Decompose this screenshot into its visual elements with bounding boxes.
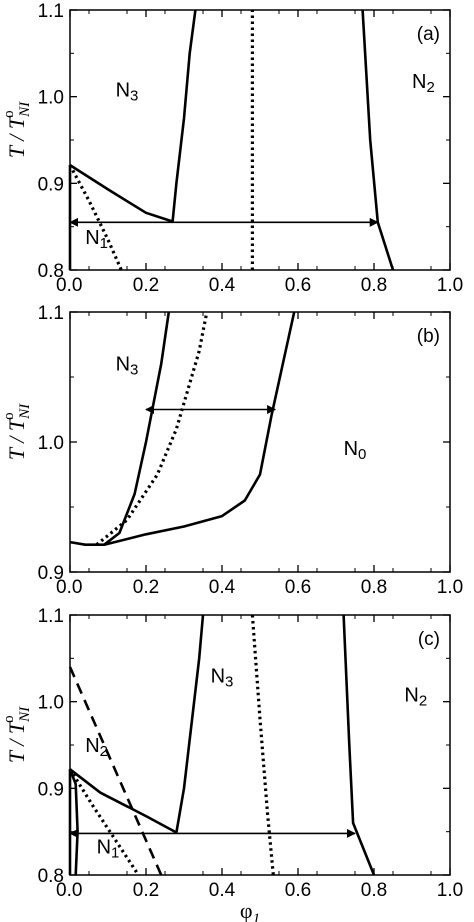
x-tick-label: 0.6 bbox=[285, 880, 311, 901]
y-tick-label: 0.8 bbox=[38, 866, 64, 887]
x-axis-label: φ1 bbox=[240, 898, 260, 922]
x-tick-label: 0.2 bbox=[133, 275, 159, 296]
x-tick-label: 0.8 bbox=[361, 577, 387, 598]
x-tick-label: 1.0 bbox=[437, 577, 463, 598]
series-line-solid bbox=[69, 164, 174, 223]
series-line-solid bbox=[171, 9, 197, 222]
x-tick-label: 1.0 bbox=[437, 880, 463, 901]
y-tick-label: 0.9 bbox=[38, 779, 64, 800]
x-tick-label: 0.4 bbox=[209, 275, 236, 296]
series-line-dotted bbox=[95, 311, 209, 546]
region-label: N3 bbox=[116, 80, 139, 105]
plot-frame bbox=[69, 311, 451, 573]
chart-panel-1: 0.0 0.2 0.4 0.6 0.8 1.0 0.8 0.9 1.0 1.1 T / TNIo (a… bbox=[1, 1, 463, 296]
region-label: N3 bbox=[211, 666, 234, 691]
series-line-solid bbox=[103, 311, 296, 546]
panel-label: (a) bbox=[417, 24, 440, 45]
series-line-dashed bbox=[68, 666, 163, 876]
chart-panel-2: 0.0 0.2 0.4 0.6 0.8 1.0 0.9 1.0 1.1 T / TNIo (b) N3… bbox=[1, 303, 463, 598]
series-line-solid bbox=[69, 311, 171, 546]
plot-frame bbox=[69, 9, 451, 271]
y-tick-label: 1.0 bbox=[38, 433, 64, 454]
panel-label: (c) bbox=[418, 629, 440, 650]
y-tick-label: 1.0 bbox=[38, 693, 64, 714]
panel-label: (b) bbox=[417, 326, 440, 347]
series-line-dotted bbox=[68, 768, 140, 876]
y-axis-label: T / TNIo bbox=[1, 101, 33, 158]
y-tick-label: 1.1 bbox=[38, 1, 64, 22]
chart-panel-3: 0.0 0.2 0.4 0.6 0.8 1.0 0.8 0.9 1.0 1.1 T / TNIo φ1… bbox=[1, 606, 463, 922]
y-tick-label: 0.8 bbox=[38, 261, 64, 282]
series-line-solid bbox=[361, 9, 395, 271]
y-axis-label: T / TNIo bbox=[1, 403, 33, 460]
y-tick-label: 1.1 bbox=[38, 303, 64, 324]
series-line-solid bbox=[175, 614, 205, 833]
region-label: N1 bbox=[97, 836, 120, 861]
x-tick-label: 0.4 bbox=[209, 577, 236, 598]
series-line-solid bbox=[342, 614, 376, 876]
y-tick-label: 1.0 bbox=[38, 88, 64, 109]
region-label: N2 bbox=[404, 685, 427, 710]
y-axis-label: T / TNIo bbox=[1, 706, 33, 763]
region-label: N0 bbox=[344, 438, 367, 463]
x-tick-label: 0.8 bbox=[361, 880, 387, 901]
region-label: N1 bbox=[85, 227, 108, 252]
x-tick-label: 0.2 bbox=[133, 577, 159, 598]
y-tick-label: 0.9 bbox=[38, 563, 64, 584]
x-tick-label: 0.0 bbox=[56, 275, 82, 296]
x-tick-label: 0.2 bbox=[133, 880, 159, 901]
region-label: N2 bbox=[85, 735, 108, 760]
region-label: N2 bbox=[412, 71, 435, 96]
y-tick-label: 1.1 bbox=[38, 606, 64, 627]
x-tick-label: 0.6 bbox=[285, 577, 311, 598]
x-tick-label: 0.0 bbox=[56, 577, 82, 598]
region-label: N3 bbox=[116, 354, 139, 379]
series-line-dotted bbox=[250, 614, 275, 876]
x-tick-label: 1.0 bbox=[437, 275, 463, 296]
x-tick-label: 0.4 bbox=[209, 880, 236, 901]
x-tick-label: 0.8 bbox=[361, 275, 387, 296]
x-tick-label: 0.6 bbox=[285, 275, 311, 296]
plot-frame bbox=[69, 614, 451, 876]
y-tick-label: 0.9 bbox=[38, 174, 64, 195]
series-line-solid bbox=[69, 768, 178, 834]
x-tick-label: 0.0 bbox=[56, 880, 82, 901]
